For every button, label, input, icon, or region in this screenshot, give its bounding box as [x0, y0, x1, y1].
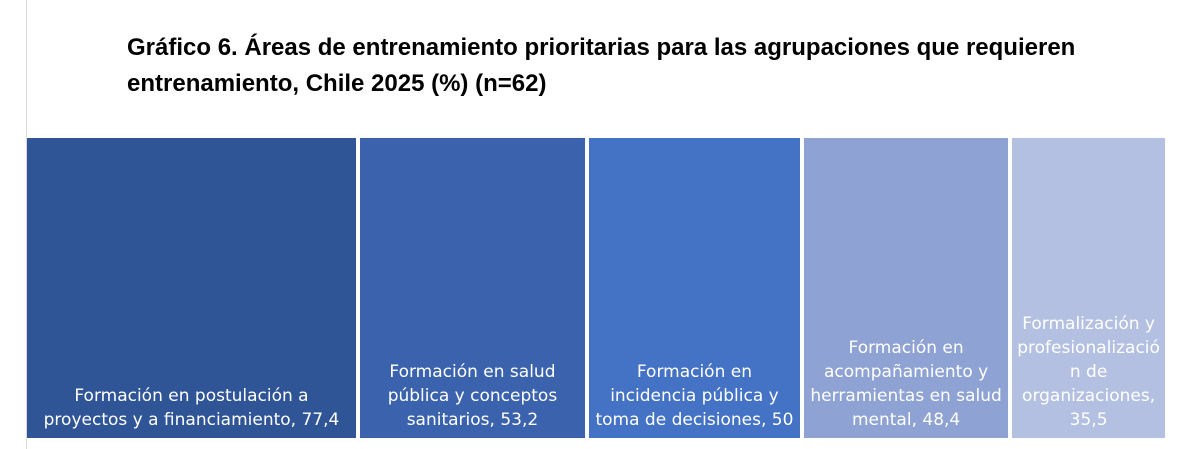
- category-label: Formalización y profesionalización de or…: [1017, 314, 1160, 406]
- tile: Formalización y profesionalización de or…: [1012, 138, 1165, 438]
- data-label: Formación en postulación a proyectos y a…: [31, 384, 352, 432]
- data-label: Formación en acompañamiento y herramient…: [808, 336, 1004, 432]
- tile: Formación en salud pública y conceptos s…: [360, 138, 589, 438]
- tile: Formación en acompañamiento y herramient…: [804, 138, 1013, 438]
- category-label: Formación en acompañamiento y herramient…: [810, 338, 1001, 430]
- chart-title: Gráfico 6. Áreas de entrenamiento priori…: [127, 34, 1076, 97]
- treemap: Formación en postulación a proyectos y a…: [27, 138, 1165, 438]
- value-label: 77,4: [301, 410, 340, 430]
- chart-frame: [26, 0, 1167, 449]
- tile: Formación en postulación a proyectos y a…: [27, 138, 360, 438]
- data-label: Formación en salud pública y conceptos s…: [364, 360, 581, 432]
- category-label: Formación en postulación a proyectos y a…: [44, 386, 309, 430]
- value-label: 48,4: [922, 410, 961, 430]
- value-label: 35,5: [1069, 410, 1108, 430]
- category-label: Formación en incidencia pública y toma d…: [595, 362, 778, 430]
- data-label: Formalización y profesionalización de or…: [1016, 312, 1161, 432]
- value-label: 53,2: [500, 410, 539, 430]
- value-label: 50: [771, 410, 794, 430]
- data-label: Formación en incidencia pública y toma d…: [593, 360, 796, 432]
- tile: Formación en incidencia pública y toma d…: [588, 138, 804, 438]
